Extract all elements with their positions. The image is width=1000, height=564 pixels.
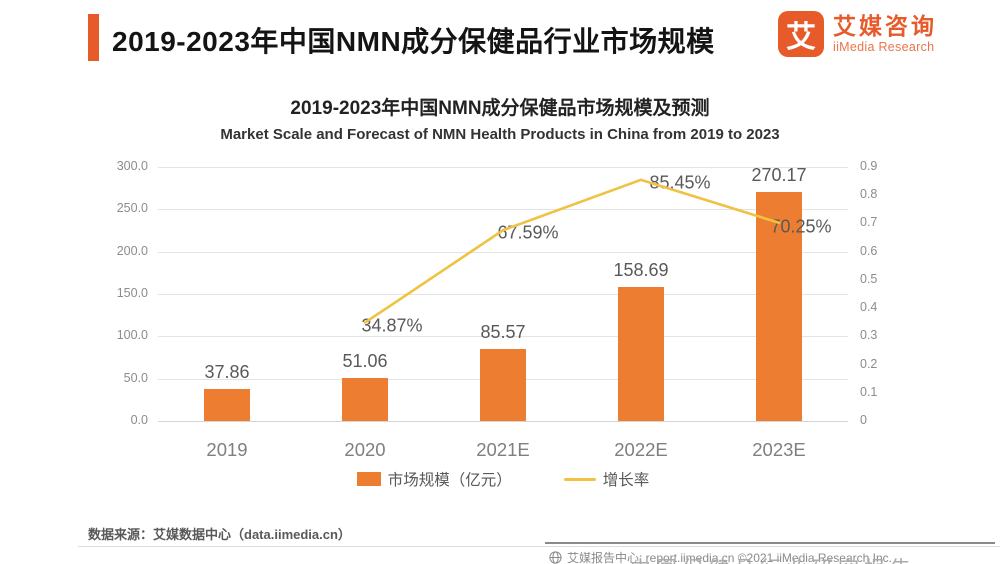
bottom-divider-light <box>78 546 1000 547</box>
bar-2022E <box>618 286 664 421</box>
y-axis-right-tick: 0.4 <box>860 300 878 315</box>
globe-icon <box>549 551 562 564</box>
growth-rate-label: 34.87% <box>361 315 423 336</box>
report-center-text: 艾媒报告中心: report.iimedia.cn ©2021 iiMedia … <box>567 551 892 564</box>
growth-rate-line <box>363 178 781 324</box>
y-axis-right-tick: 0.5 <box>860 271 878 286</box>
y-axis-right-tick: 0.3 <box>860 328 878 343</box>
y-axis-left-tick: 150.0 <box>116 286 148 300</box>
y-axis-left-tick: 0.0 <box>130 413 148 427</box>
bar-value-label: 51.06 <box>342 350 388 371</box>
chart-legend: 市场规模（亿元） 增长率 <box>158 468 848 490</box>
bar-2019 <box>204 388 250 421</box>
x-axis-category: 2021E <box>476 439 530 460</box>
clipped-text-fragment: 中国保健品行业研究报告 <box>630 553 1000 564</box>
chart-title: 2019-2023年中国NMN成分保健品市场规模及预测 <box>290 98 710 119</box>
y-axis-right-tick: 0.1 <box>860 384 878 399</box>
bar-2021E <box>480 348 526 421</box>
gridline <box>158 251 848 253</box>
x-axis-category: 2019 <box>206 439 248 460</box>
logo-glyph: 艾 <box>786 21 816 54</box>
bar-value-label: 85.57 <box>480 321 526 342</box>
legend-item-growth-rate: 增长率 <box>563 468 650 490</box>
line-swatch <box>563 477 596 481</box>
plot-area: 300.0 250.0 200.0 150.0 100.0 50.0 0.0 0.9 0.8 0.… <box>117 159 878 460</box>
logo-name-cn: 艾媒咨询 <box>833 13 937 40</box>
bar-value-label: 270.17 <box>751 165 807 186</box>
y-axis-right-tick: 0.2 <box>860 356 878 371</box>
bar-swatch <box>356 472 381 486</box>
bar-2020 <box>342 377 388 421</box>
gridline <box>158 336 848 338</box>
y-axis-right-tick: 0.6 <box>860 243 878 258</box>
y-axis-left-tick: 200.0 <box>116 243 148 258</box>
logo-name-en: iiMedia Research <box>833 39 935 54</box>
y-axis-right-tick: 0.8 <box>860 187 878 202</box>
legend-label-market-scale: 市场规模（亿元） <box>387 472 512 489</box>
report-center-note: 艾媒报告中心: report.iimedia.cn ©2021 iiMedia … <box>549 549 892 564</box>
y-axis-right-tick: 0.7 <box>860 215 878 230</box>
growth-rate-label: 70.25% <box>770 216 832 237</box>
page-title: 2019-2023年中国NMN成分保健品行业市场规模 <box>112 26 715 57</box>
imedia-logo-icon: 艾 <box>778 11 824 57</box>
legend-label-growth-rate: 增长率 <box>602 472 650 489</box>
y-axis-right-tick: 0.9 <box>860 159 878 173</box>
x-axis-category: 2022E <box>614 439 668 460</box>
y-axis-left-tick: 300.0 <box>116 159 148 173</box>
gridline <box>158 209 848 211</box>
legend-item-market-scale: 市场规模（亿元） <box>356 468 512 490</box>
x-axis-category: 2023E <box>752 439 806 460</box>
x-axis-category: 2020 <box>344 439 386 460</box>
bar-2023E <box>756 192 802 421</box>
gridline <box>158 421 848 422</box>
y-axis-left-tick: 250.0 <box>116 201 148 216</box>
bar-value-label: 158.69 <box>613 259 669 280</box>
footer-divider <box>545 542 995 544</box>
y-axis-right-tick: 0 <box>860 413 867 427</box>
imedia-logo: 艾 艾媒咨询 iiMedia Research <box>778 11 937 57</box>
header-accent-bar <box>88 14 99 61</box>
gridline <box>158 294 848 295</box>
chart-subtitle: Market Scale and Forecast of NMN Health … <box>220 126 780 143</box>
gridline <box>158 167 848 168</box>
y-axis-left-tick: 100.0 <box>116 328 148 343</box>
logo-text: 艾媒咨询 iiMedia Research <box>833 13 937 54</box>
data-source-note: 数据来源：艾媒数据中心（data.iimedia.cn） <box>88 527 351 542</box>
bar-value-label: 37.86 <box>204 361 250 382</box>
y-axis-left-tick: 50.0 <box>123 370 148 385</box>
